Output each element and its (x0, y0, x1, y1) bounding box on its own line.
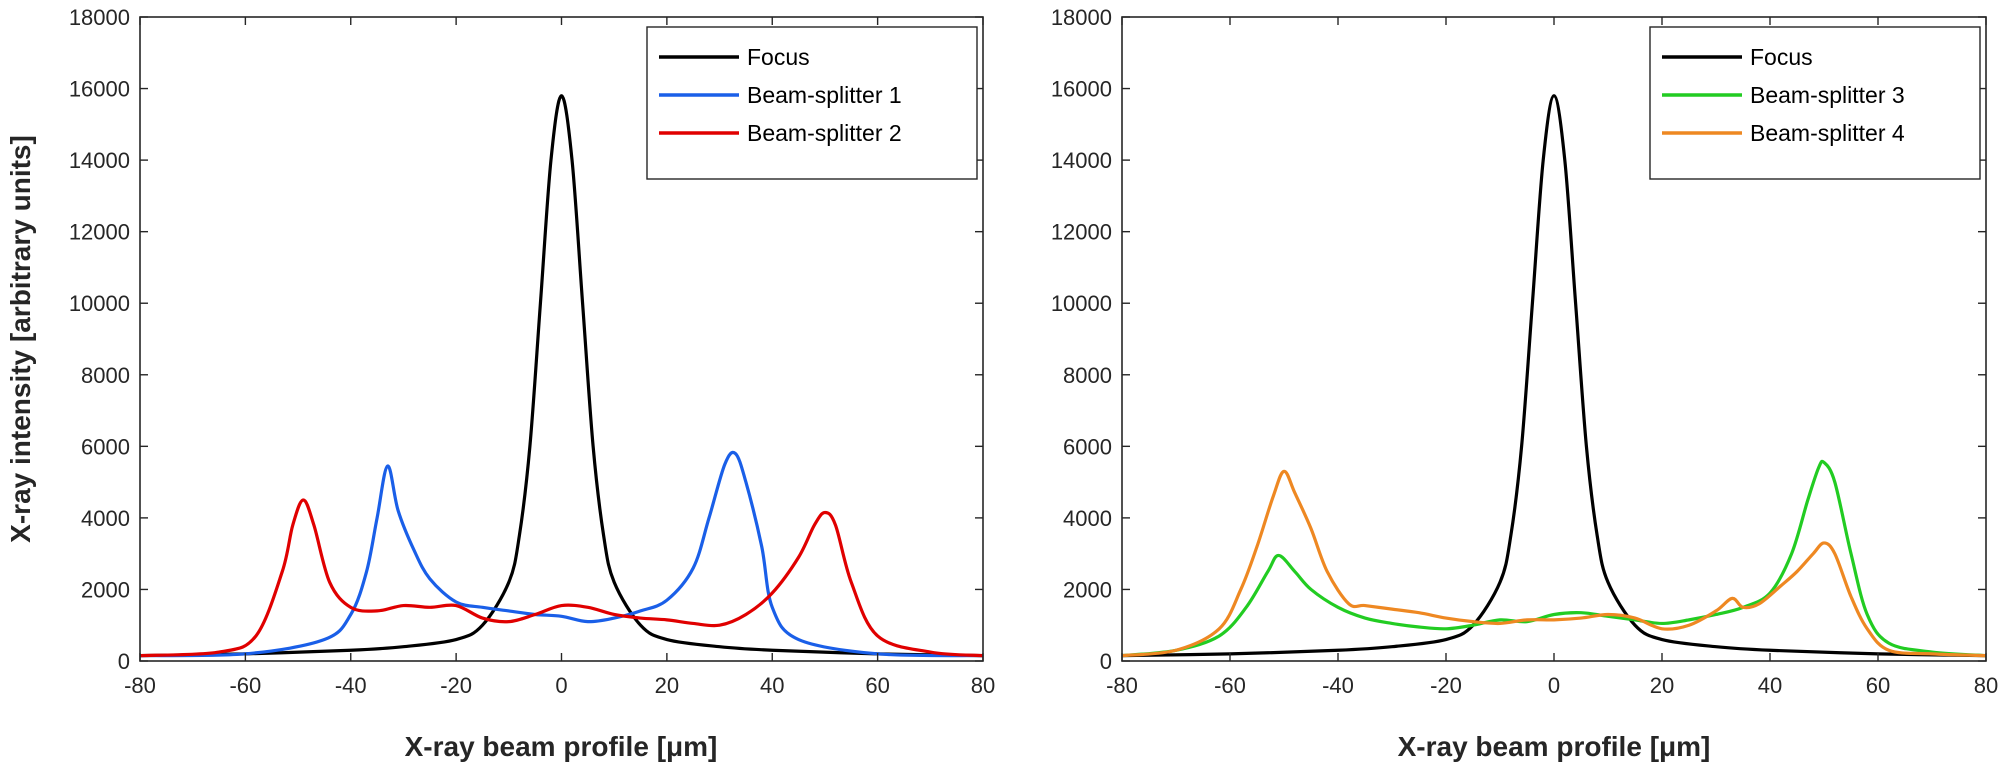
y-tick-label: 18000 (1051, 5, 1112, 30)
y-tick-label: 0 (1100, 649, 1112, 674)
x-tick-label: -20 (440, 673, 472, 698)
series-line-focus (1122, 94, 1986, 658)
x-tick-label: 20 (1650, 673, 1674, 698)
x-tick-label: -60 (1214, 673, 1246, 698)
series-layer-right (1122, 94, 1986, 658)
ticks-right: -80 -60 -40 -20 0 20 40 60 80 0 2000 4000 6000 8000 10… (1051, 5, 1998, 698)
series-line-focus (140, 94, 983, 658)
legend-label-focus: Focus (1750, 44, 1813, 70)
ticks-left: -80 -60 -40 -20 0 20 40 60 80 0 2000 4000 6000 8000 10… (69, 5, 995, 698)
y-tick-label: 8000 (1063, 363, 1112, 388)
x-tick-label: -80 (1106, 673, 1138, 698)
series-layer-left (140, 94, 983, 658)
x-axis-title-right: X-ray beam profile [μm] (1398, 731, 1711, 762)
series-line-beam-splitter-3 (1122, 459, 1986, 658)
series-line-beam-splitter-4 (1122, 469, 1986, 658)
y-tick-label: 16000 (1051, 77, 1112, 102)
y-tick-label: 10000 (1051, 291, 1112, 316)
chart-panel-left: -80 -60 -40 -20 0 20 40 60 80 0 2000 4000 6000 8000 10… (5, 5, 995, 762)
series-line-beam-splitter-2 (140, 498, 983, 658)
x-tick-label: 60 (1866, 673, 1890, 698)
x-tick-label: 60 (865, 673, 889, 698)
x-tick-label: 0 (1548, 673, 1560, 698)
y-tick-label: 2000 (81, 577, 130, 602)
x-tick-label: 20 (655, 673, 679, 698)
legend-label-beam-splitter-1: Beam-splitter 1 (747, 82, 902, 108)
y-tick-label: 8000 (81, 363, 130, 388)
y-tick-label: 2000 (1063, 577, 1112, 602)
legend-label-beam-splitter-2: Beam-splitter 2 (747, 120, 902, 146)
x-axis-title-left: X-ray beam profile [μm] (405, 731, 718, 762)
x-tick-label: 80 (971, 673, 995, 698)
x-tick-label: -20 (1430, 673, 1462, 698)
x-tick-label: 80 (1974, 673, 1998, 698)
y-tick-label: 4000 (1063, 506, 1112, 531)
y-tick-label: 16000 (69, 77, 130, 102)
series-line-beam-splitter-1 (140, 450, 983, 658)
x-tick-label: 40 (1758, 673, 1782, 698)
chart-panel-right: -80 -60 -40 -20 0 20 40 60 80 0 2000 4000 6000 8000 10… (1051, 5, 1998, 762)
y-tick-label: 14000 (69, 148, 130, 173)
y-tick-label: 18000 (69, 5, 130, 30)
x-tick-label: -80 (124, 673, 156, 698)
x-tick-label: -60 (229, 673, 261, 698)
legend-box (646, 26, 978, 180)
y-tick-label: 14000 (1051, 148, 1112, 173)
legend-left: Focus Beam-splitter 1 Beam-splitter 2 (646, 26, 978, 180)
x-tick-label: 40 (760, 673, 784, 698)
y-tick-label: 6000 (1063, 434, 1112, 459)
legend-label-beam-splitter-4: Beam-splitter 4 (1750, 120, 1905, 146)
y-tick-label: 10000 (69, 291, 130, 316)
y-tick-label: 12000 (69, 220, 130, 245)
x-tick-label: -40 (335, 673, 367, 698)
legend-box (1649, 26, 1981, 180)
y-tick-label: 0 (118, 649, 130, 674)
y-tick-label: 12000 (1051, 220, 1112, 245)
y-tick-label: 4000 (81, 506, 130, 531)
y-tick-label: 6000 (81, 434, 130, 459)
y-axis-title-left: X-ray intensity [arbitrary units] (5, 135, 36, 543)
x-tick-label: -40 (1322, 673, 1354, 698)
legend-label-focus: Focus (747, 44, 810, 70)
x-tick-label: 0 (555, 673, 567, 698)
legend-label-beam-splitter-3: Beam-splitter 3 (1750, 82, 1905, 108)
legend-right: Focus Beam-splitter 3 Beam-splitter 4 (1649, 26, 1981, 180)
